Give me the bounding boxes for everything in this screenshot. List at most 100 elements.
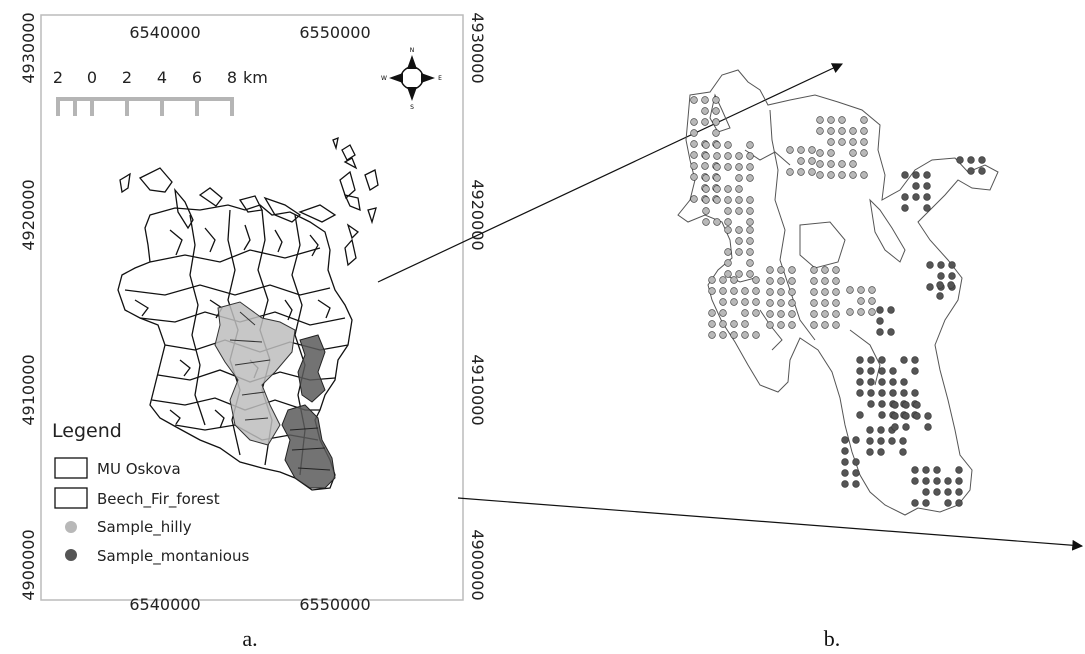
sample-hilly-point — [860, 116, 868, 124]
sample-hilly-point — [719, 298, 727, 306]
sample-hilly-point — [810, 321, 818, 329]
sample-hilly-point — [849, 127, 857, 135]
sample-montanious-point — [841, 469, 849, 477]
sample-hilly-point — [712, 107, 720, 115]
sample-hilly-point — [713, 174, 721, 182]
sample-montanious-point — [912, 193, 920, 201]
sample-hilly-point — [690, 151, 698, 159]
y-tick-left-3: 4910000 — [19, 354, 38, 425]
sample-hilly-point — [690, 140, 698, 148]
sample-montanious-point — [923, 182, 931, 190]
sample-hilly-point — [702, 185, 710, 193]
north-label: N — [410, 47, 415, 54]
y-tick-right-2: 4920000 — [468, 179, 487, 250]
y-tick-right-3: 4910000 — [468, 354, 487, 425]
sample-hilly-point — [832, 266, 840, 274]
sample-hilly-point — [724, 207, 732, 215]
hilly-sample-region — [214, 301, 296, 446]
sample-montanious-point — [923, 171, 931, 179]
sample-montanious-point — [967, 156, 975, 164]
caption-b: b. — [824, 626, 841, 651]
sample-hilly-point — [827, 149, 835, 157]
sample-montanious-point — [856, 367, 864, 375]
y-tick-right-1: 4930000 — [468, 12, 487, 83]
scale-label-2: 2 — [122, 68, 132, 87]
sample-hilly-point — [816, 127, 824, 135]
sample-montanious-point — [902, 423, 910, 431]
sample-hilly-point — [713, 152, 721, 160]
mu-oskova-outline — [117, 204, 353, 491]
sample-montanious-point — [852, 480, 860, 488]
y-tick-left-2: 4920000 — [19, 179, 38, 250]
sample-hilly-point — [849, 149, 857, 157]
sample-hilly-point — [735, 207, 743, 215]
sample-hilly-point — [746, 248, 754, 256]
sample-hilly-point — [690, 195, 698, 203]
sample-hilly-point — [746, 174, 754, 182]
sample-hilly-point — [746, 259, 754, 267]
sample-hilly-point — [730, 287, 738, 295]
sample-montanious-point — [841, 480, 849, 488]
scale-bar: 2 0 2 4 6 8 km — [53, 68, 268, 116]
sample-montanious-point — [866, 448, 874, 456]
sample-montanious-point — [955, 477, 963, 485]
sample-hilly-point — [752, 309, 760, 317]
sample-montanious-point — [852, 469, 860, 477]
sample-hilly-point — [838, 160, 846, 168]
sample-hilly-point — [719, 309, 727, 317]
sample-hilly-point — [868, 308, 876, 316]
sample-montanious-point — [901, 171, 909, 179]
sample-montanious-point — [967, 167, 975, 175]
sample-montanious-point — [900, 356, 908, 364]
sample-hilly-point — [735, 163, 743, 171]
sample-hilly-point — [690, 173, 698, 181]
arrow-upper — [377, 63, 843, 283]
sample-hilly-point — [816, 149, 824, 157]
north-arrow-icon: N S E W — [381, 47, 442, 111]
sample-hilly-point — [827, 138, 835, 146]
sample-hilly-point — [797, 157, 805, 165]
sample-hilly-point — [724, 185, 732, 193]
sample-montanious-point — [878, 411, 886, 419]
x-tick-top-1: 6540000 — [129, 23, 200, 42]
sample-hilly-point — [735, 248, 743, 256]
sample-hilly-point — [827, 127, 835, 135]
sample-hilly-point — [730, 331, 738, 339]
sample-montanious-point — [936, 292, 944, 300]
sample-montanious-point — [911, 389, 919, 397]
legend-dot-hilly — [65, 521, 77, 533]
sample-hilly-point — [719, 276, 727, 284]
sample-montanious-point — [866, 426, 874, 434]
sample-montanious-point — [877, 426, 885, 434]
sample-hilly-point — [821, 299, 829, 307]
sample-montanious-point — [900, 389, 908, 397]
sample-hilly-point — [816, 171, 824, 179]
sample-hilly-point — [752, 287, 760, 295]
west-label: W — [381, 75, 387, 82]
legend-swatch-mu-oskova — [54, 457, 88, 479]
sample-hilly-point — [690, 162, 698, 170]
sample-hilly-point — [752, 276, 760, 284]
sample-montanious-point — [856, 411, 864, 419]
sample-hilly-point — [766, 288, 774, 296]
sample-montanious-point — [978, 156, 986, 164]
sample-hilly-point — [777, 277, 785, 285]
sample-montanious-point — [878, 400, 886, 408]
sample-hilly-point — [741, 331, 749, 339]
sample-montanious-point — [889, 367, 897, 375]
sample-montanious-point — [889, 378, 897, 386]
sample-hilly-point — [832, 277, 840, 285]
sample-montanious-point — [841, 436, 849, 444]
sample-hilly-point — [752, 298, 760, 306]
sample-hilly-point — [746, 237, 754, 245]
legend-label-montanious: Sample_montanious — [97, 547, 249, 566]
sample-montanious-point — [911, 499, 919, 507]
sample-hilly-point — [821, 310, 829, 318]
sample-hilly-point — [741, 320, 749, 328]
sample-hilly-point — [816, 160, 824, 168]
sample-hilly-point — [724, 141, 732, 149]
sample-montanious-point — [900, 378, 908, 386]
sample-hilly-point — [788, 321, 796, 329]
sample-hilly-point — [746, 270, 754, 278]
sample-hilly-point — [860, 171, 868, 179]
